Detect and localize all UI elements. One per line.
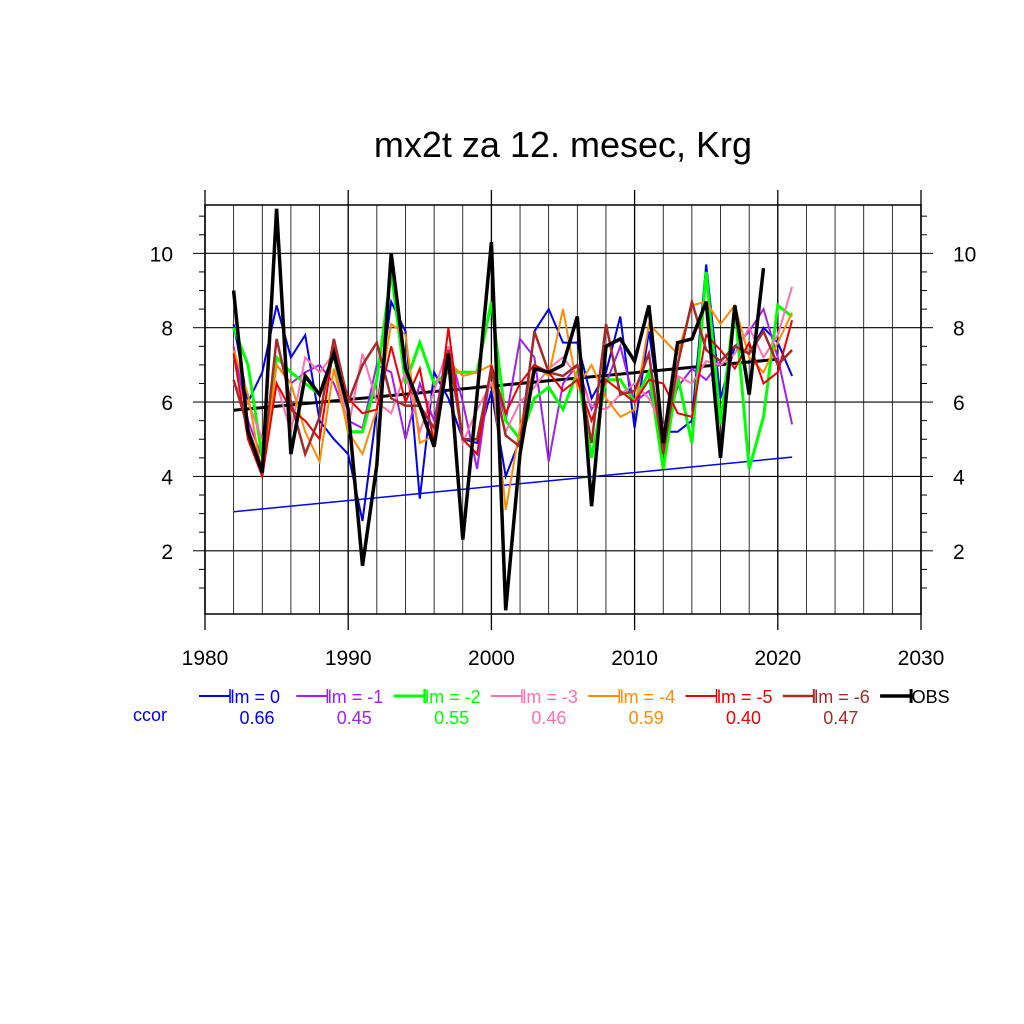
chart-title: mx2t za 12. mesec, Krg	[374, 124, 752, 165]
y-tick-label-left: 2	[161, 541, 173, 564]
plot-frame	[204, 204, 922, 615]
series-line	[232, 320, 794, 481]
trend-line	[233, 357, 778, 412]
series-line	[231, 208, 766, 611]
y-tick-label-left: 10	[150, 243, 173, 266]
legend-label: lm = -4	[620, 687, 676, 707]
legend-ccor-value: 0.45	[337, 708, 372, 728]
x-tick-label: 2000	[468, 647, 515, 670]
legend-label: lm = -5	[717, 687, 773, 707]
ccor-label: ccor	[133, 705, 167, 725]
legend-ccor-value: 0.59	[629, 708, 664, 728]
y-tick-label-right: 6	[953, 392, 965, 415]
legend-ccor-value: 0.66	[239, 708, 274, 728]
trend-layer	[233, 357, 793, 513]
x-tick-label: 2030	[898, 647, 945, 670]
legend-label: lm = -6	[814, 687, 870, 707]
y-tick-label-right: 4	[953, 466, 965, 489]
y-tick-label-right: 2	[953, 541, 965, 564]
legend-label: OBS	[912, 687, 950, 707]
y-tick-label-right: 8	[953, 318, 965, 341]
y-tick-label-left: 8	[161, 318, 173, 341]
legend-label: lm = -2	[425, 687, 481, 707]
x-tick-label: 1980	[182, 647, 229, 670]
tick-layer: 2 2 4 4 6 6 8 8 10 10 1980 1990 2000 2010 2020 2030	[150, 215, 976, 670]
legend-label: lm = 0	[231, 687, 281, 707]
legend-ccor-value: 0.40	[726, 708, 761, 728]
x-tick-label: 2010	[611, 647, 658, 670]
legend-label: lm = -3	[522, 687, 578, 707]
y-tick-label-left: 6	[161, 392, 173, 415]
x-tick-label: 1990	[325, 647, 372, 670]
legend-ccor-value: 0.46	[531, 708, 566, 728]
legend-ccor-value: 0.55	[434, 708, 469, 728]
legend-label: lm = -1	[328, 687, 384, 707]
legend-ccor-value: 0.47	[823, 708, 858, 728]
y-tick-label-right: 10	[953, 243, 976, 266]
trend-line	[233, 456, 793, 513]
series-layer	[231, 208, 794, 611]
series-line	[232, 300, 794, 511]
x-tick-label: 2020	[754, 647, 801, 670]
y-tick-label-left: 4	[161, 466, 173, 489]
